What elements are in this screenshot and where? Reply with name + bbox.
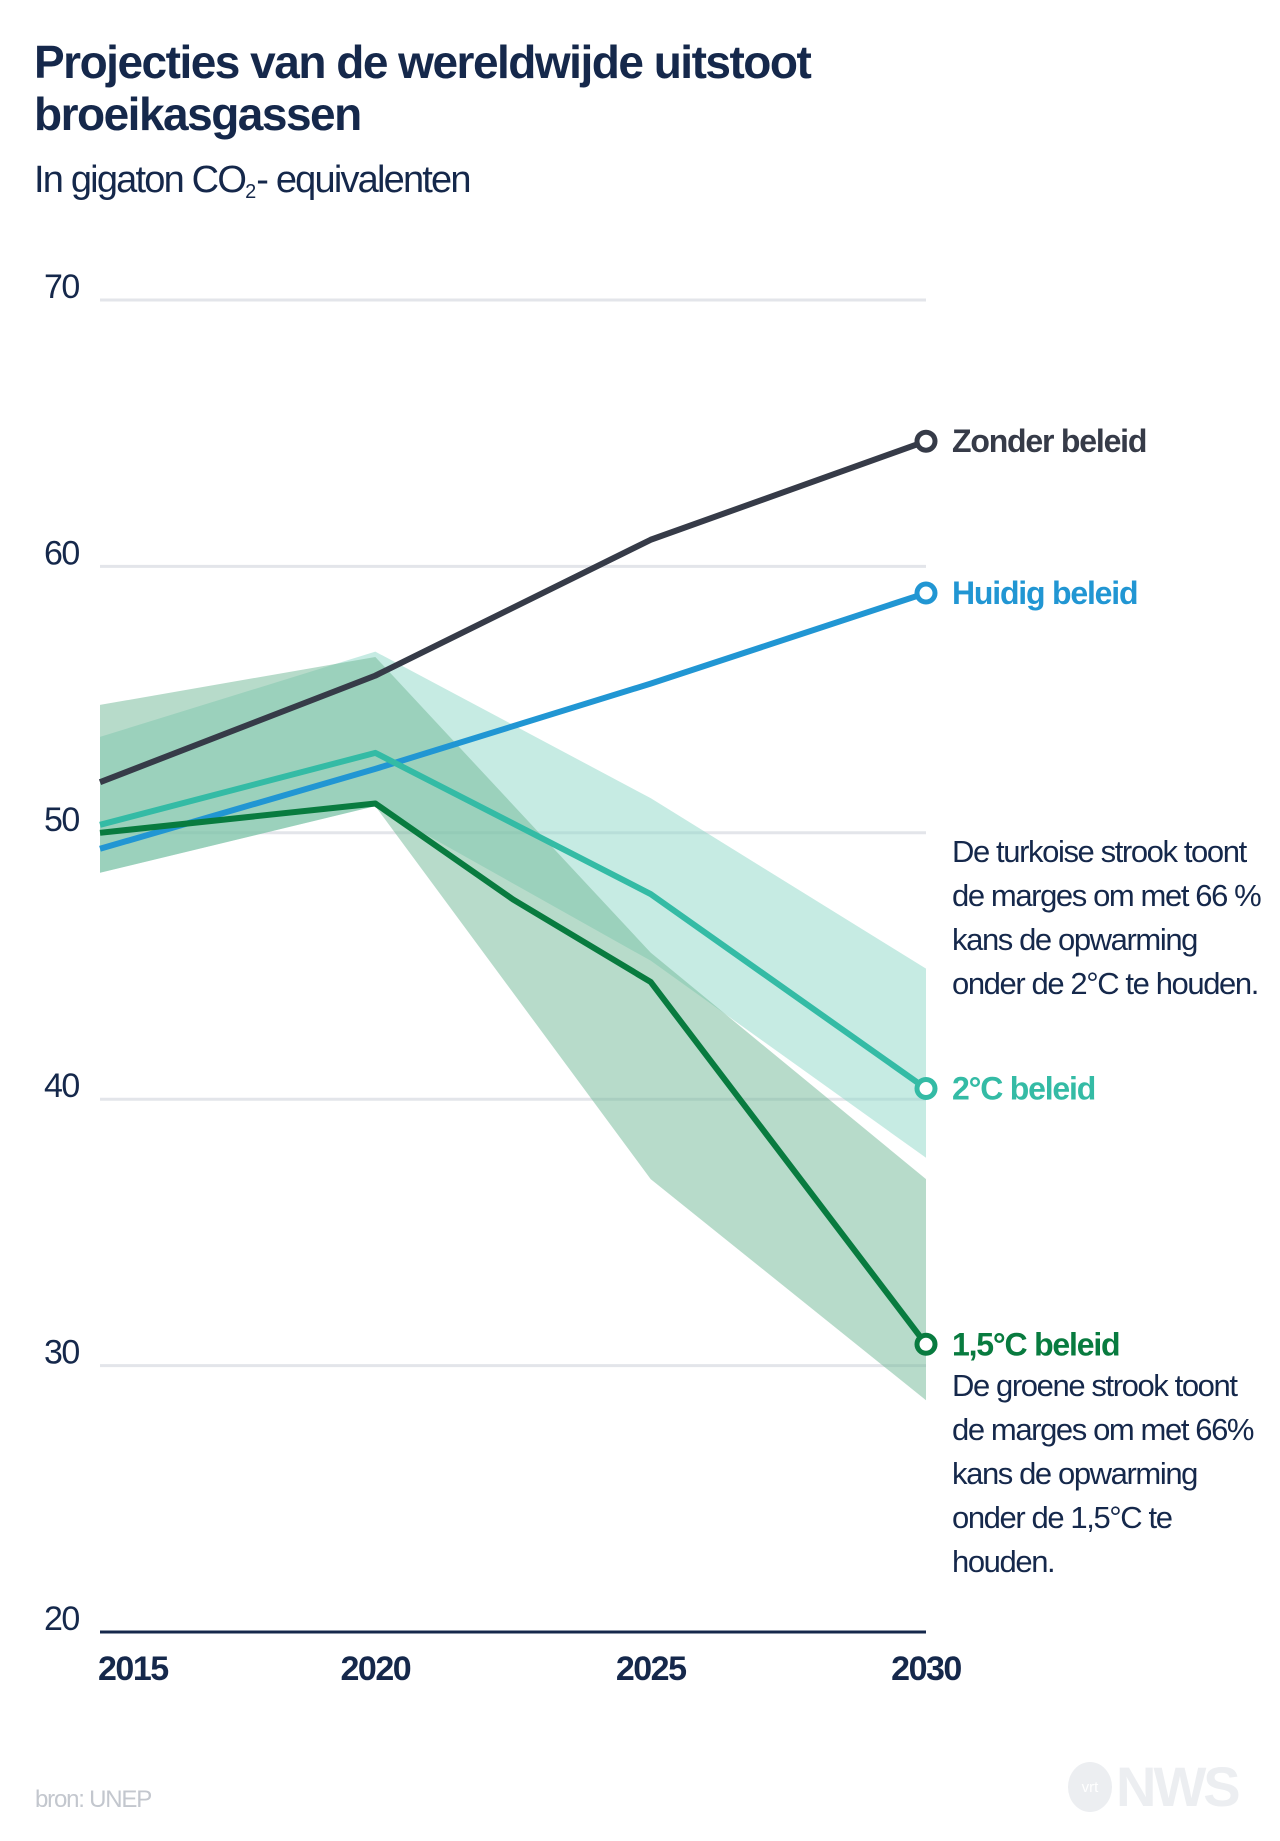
series-lines [98,438,929,1347]
series-label: Zonder beleid [952,423,1146,459]
green-band-note: De groene strook toont de marges om met … [952,1368,1254,1579]
series-label: 1,5°C beleid [952,1326,1119,1362]
y-tick-label: 50 [44,801,79,839]
x-axis-labels: 2015 2020 2025 2030 [98,1650,963,1688]
series-end-marker [914,429,938,453]
chart-subtitle: In gigaton CO2- equivalenten [34,158,472,214]
series-label: Huidig beleid [952,575,1137,611]
subtitle-subscript: 2 [245,181,257,203]
y-tick-label: 60 [44,534,79,572]
y-axis-labels: 20 30 40 50 60 70 [44,268,81,1638]
y-tick-label: 20 [44,1600,79,1638]
vrt-logo-circle: vrt [1068,1762,1112,1812]
subtitle-suffix: - equivalenten [256,159,471,201]
x-tick-label: 2015 [98,1650,168,1688]
x-tick-label: 2025 [616,1650,686,1688]
chart-title: Projecties van de wereldwijde uitstoot b… [34,36,812,140]
source-credit: bron: UNEP [35,1786,152,1813]
series-label: 2°C beleid [952,1071,1095,1107]
y-tick-label: 40 [44,1067,79,1105]
series-end-marker [914,1077,938,1101]
y-tick-label: 70 [44,268,79,306]
series-line [99,749,928,1091]
series-end-marker [914,581,938,605]
series-end-markers [914,429,938,1356]
turquoise-band-note: De turkoise strook toont de marges om me… [952,834,1262,1001]
series-end-marker [914,1332,938,1356]
uncertainty-band [100,656,926,1401]
y-tick-label: 30 [44,1334,79,1372]
x-tick-label: 2020 [341,1650,411,1688]
subtitle-text: In gigaton CO [34,159,247,201]
x-tick-label: 2030 [891,1650,961,1688]
nws-logo-text: NWS [1116,1755,1241,1818]
series-line [99,800,929,1347]
series-line [99,590,927,852]
series-labels: Zonder beleid Huidig beleid 2°C beleid 1,5°… [952,423,1147,1362]
uncertainty-bands [100,651,926,1401]
vrt-nws-logo: vrt NWS [1068,1755,1241,1818]
series-line [98,438,928,785]
